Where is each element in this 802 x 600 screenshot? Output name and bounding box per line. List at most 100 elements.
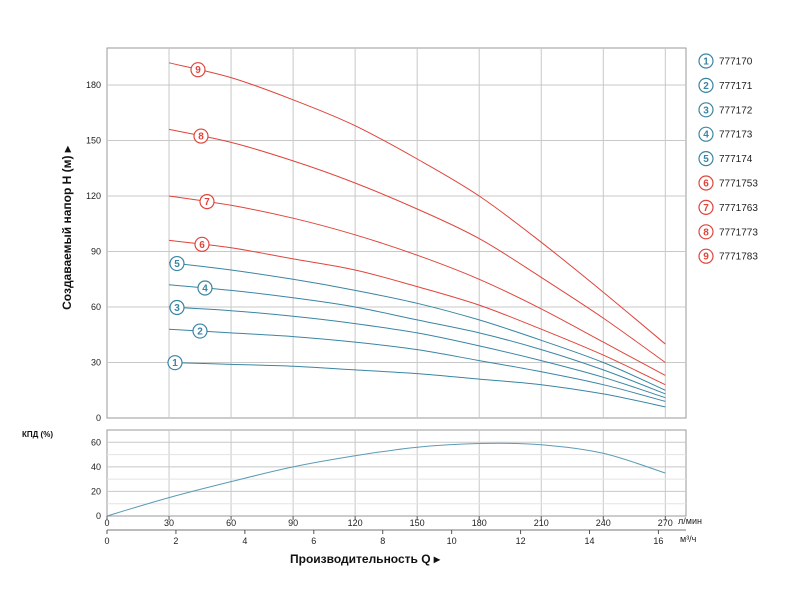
head-curve-series-2	[168, 328, 666, 402]
head-y-axis-title: Создаваемый напор H (м) ▸	[60, 145, 74, 310]
x-m3h-tick-label: 2	[173, 536, 178, 546]
x-lpm-tick-label: 210	[534, 518, 549, 528]
legend-badge-1	[698, 53, 714, 69]
curve-badge-label-8: 8	[198, 132, 204, 143]
curve-badge-9	[190, 62, 206, 78]
head-grid	[107, 48, 686, 418]
legend: 1 777170 2 777171 3 777172 4 777173 5 777174 6 7771…	[698, 53, 758, 264]
curve-badge-label-3: 3	[174, 303, 180, 314]
legend-badge-label-8: 8	[703, 227, 709, 238]
head-y-tick-label: 180	[86, 80, 101, 90]
efficiency-panel: 0 20 40 60 КПД (%)	[22, 429, 687, 521]
curve-badge-label-7: 7	[204, 197, 210, 208]
legend-item-label: 7771753	[719, 179, 758, 190]
x-lpm-tick-label: 120	[348, 518, 363, 528]
legend-item-label: 777172	[719, 105, 753, 116]
legend-item-label: 777173	[719, 130, 753, 141]
legend-badge-label-2: 2	[703, 81, 709, 92]
curve-badge-2	[192, 323, 208, 339]
efficiency-curve-line	[106, 442, 666, 517]
head-y-tick-label: 60	[91, 302, 101, 312]
curve-badge-4	[197, 280, 213, 296]
x-m3h-tick-label: 4	[242, 536, 247, 546]
head-curve-series-4	[168, 284, 666, 395]
legend-item-label: 7771773	[719, 227, 758, 238]
head-curve-series-5	[168, 262, 666, 391]
curve-badge-label-5: 5	[174, 259, 180, 270]
legend-badge-9	[698, 248, 714, 264]
head-y-tick-label: 150	[86, 136, 101, 146]
x-lpm-tick-label: 240	[596, 518, 611, 528]
head-curve-series-6	[168, 239, 666, 386]
x-lpm-tick-label: 0	[104, 518, 109, 528]
legend-badge-3	[698, 102, 714, 118]
legend-badge-2	[698, 77, 714, 94]
x-lpm-tick-label: 150	[410, 518, 425, 528]
x-lpm-tick-label: 180	[472, 518, 487, 528]
head-curve-series-9	[168, 62, 666, 345]
legend-badge-label-6: 6	[703, 179, 709, 190]
head-curve-badges: 1 2 3 4 5 6 7 8 9	[167, 62, 215, 371]
head-y-tick-label: 90	[91, 247, 101, 257]
curve-badge-7	[199, 194, 215, 210]
x-m3h-tick-label: 14	[584, 536, 594, 546]
legend-badge-5	[698, 151, 714, 167]
x-m3h-tick-label: 8	[380, 536, 385, 546]
head-curves	[168, 62, 666, 408]
efficiency-y-tick-label: 20	[91, 486, 101, 496]
x-m3h-tick-label: 0	[104, 536, 109, 546]
curve-badge-label-2: 2	[197, 327, 203, 338]
head-curve-series-7	[168, 195, 666, 376]
head-plot-frame	[106, 47, 687, 419]
curve-badge-label-4: 4	[202, 284, 208, 295]
x-axis-title: Производительность Q ▸	[290, 552, 441, 566]
efficiency-y-tick-label: 0	[96, 511, 101, 521]
efficiency-plot-frame	[106, 429, 687, 517]
curve-badge-6	[194, 236, 210, 252]
legend-item-label: 7771783	[719, 252, 758, 263]
head-y-tick-label: 120	[86, 191, 101, 201]
legend-badge-label-9: 9	[703, 252, 709, 263]
efficiency-y-ticks: 0 20 40 60	[91, 437, 101, 521]
legend-item-label: 7771763	[719, 203, 758, 214]
x-m3h-tick-label: 16	[653, 536, 663, 546]
legend-badge-label-4: 4	[703, 130, 709, 141]
legend-badge-4	[698, 126, 714, 142]
head-curve-series-8	[168, 128, 666, 363]
x-lpm-tick-label: 60	[226, 518, 236, 528]
x-flow-m3h-unit: м³/ч	[680, 534, 697, 544]
x-flow-lpm-ticks: 0 30 60 90 120 150 180 210 240 270	[104, 516, 673, 528]
legend-badge-label-5: 5	[703, 154, 709, 165]
legend-badge-6	[698, 175, 714, 191]
x-lpm-tick-label: 30	[164, 518, 174, 528]
curve-badge-label-9: 9	[195, 65, 201, 76]
head-y-ticks: 0 30 60 90 120 150 180	[86, 80, 101, 423]
legend-badge-8	[698, 224, 714, 240]
legend-item-label: 777171	[719, 81, 753, 92]
efficiency-y-axis-title: КПД (%)	[22, 430, 53, 439]
efficiency-grid	[107, 430, 686, 516]
x-flow-m3h-ticks: 0 2 4 6 8 10 12 14 16	[104, 530, 663, 546]
x-axes: 0 30 60 90 120 150 180 210 240 270 л/мин 0 2 4 6 8 10 1…	[104, 516, 702, 566]
head-curve-series-3	[168, 306, 666, 399]
x-m3h-tick-label: 12	[516, 536, 526, 546]
legend-badge-label-3: 3	[703, 105, 709, 116]
x-flow-lpm-unit: л/мин	[678, 516, 702, 526]
curve-badge-label-1: 1	[172, 358, 178, 369]
legend-item-label: 777170	[719, 57, 753, 68]
efficiency-curve	[106, 442, 666, 517]
head-y-tick-label: 30	[91, 358, 101, 368]
curve-badge-5	[169, 255, 185, 272]
curve-badge-3	[169, 299, 185, 316]
x-m3h-tick-label: 6	[311, 536, 316, 546]
head-y-tick-label: 0	[96, 413, 101, 423]
head-curve-series-1	[168, 362, 666, 408]
x-m3h-tick-label: 10	[447, 536, 457, 546]
head-panel: 0 30 60 90 120 150 180 1 2 3 4 5 6 7 8 9 Создаваемый н…	[60, 47, 687, 423]
legend-badge-7	[698, 199, 714, 215]
efficiency-y-tick-label: 40	[91, 462, 101, 472]
curve-badge-8	[193, 128, 209, 144]
efficiency-y-tick-label: 60	[91, 437, 101, 447]
legend-item-label: 777174	[719, 154, 753, 165]
